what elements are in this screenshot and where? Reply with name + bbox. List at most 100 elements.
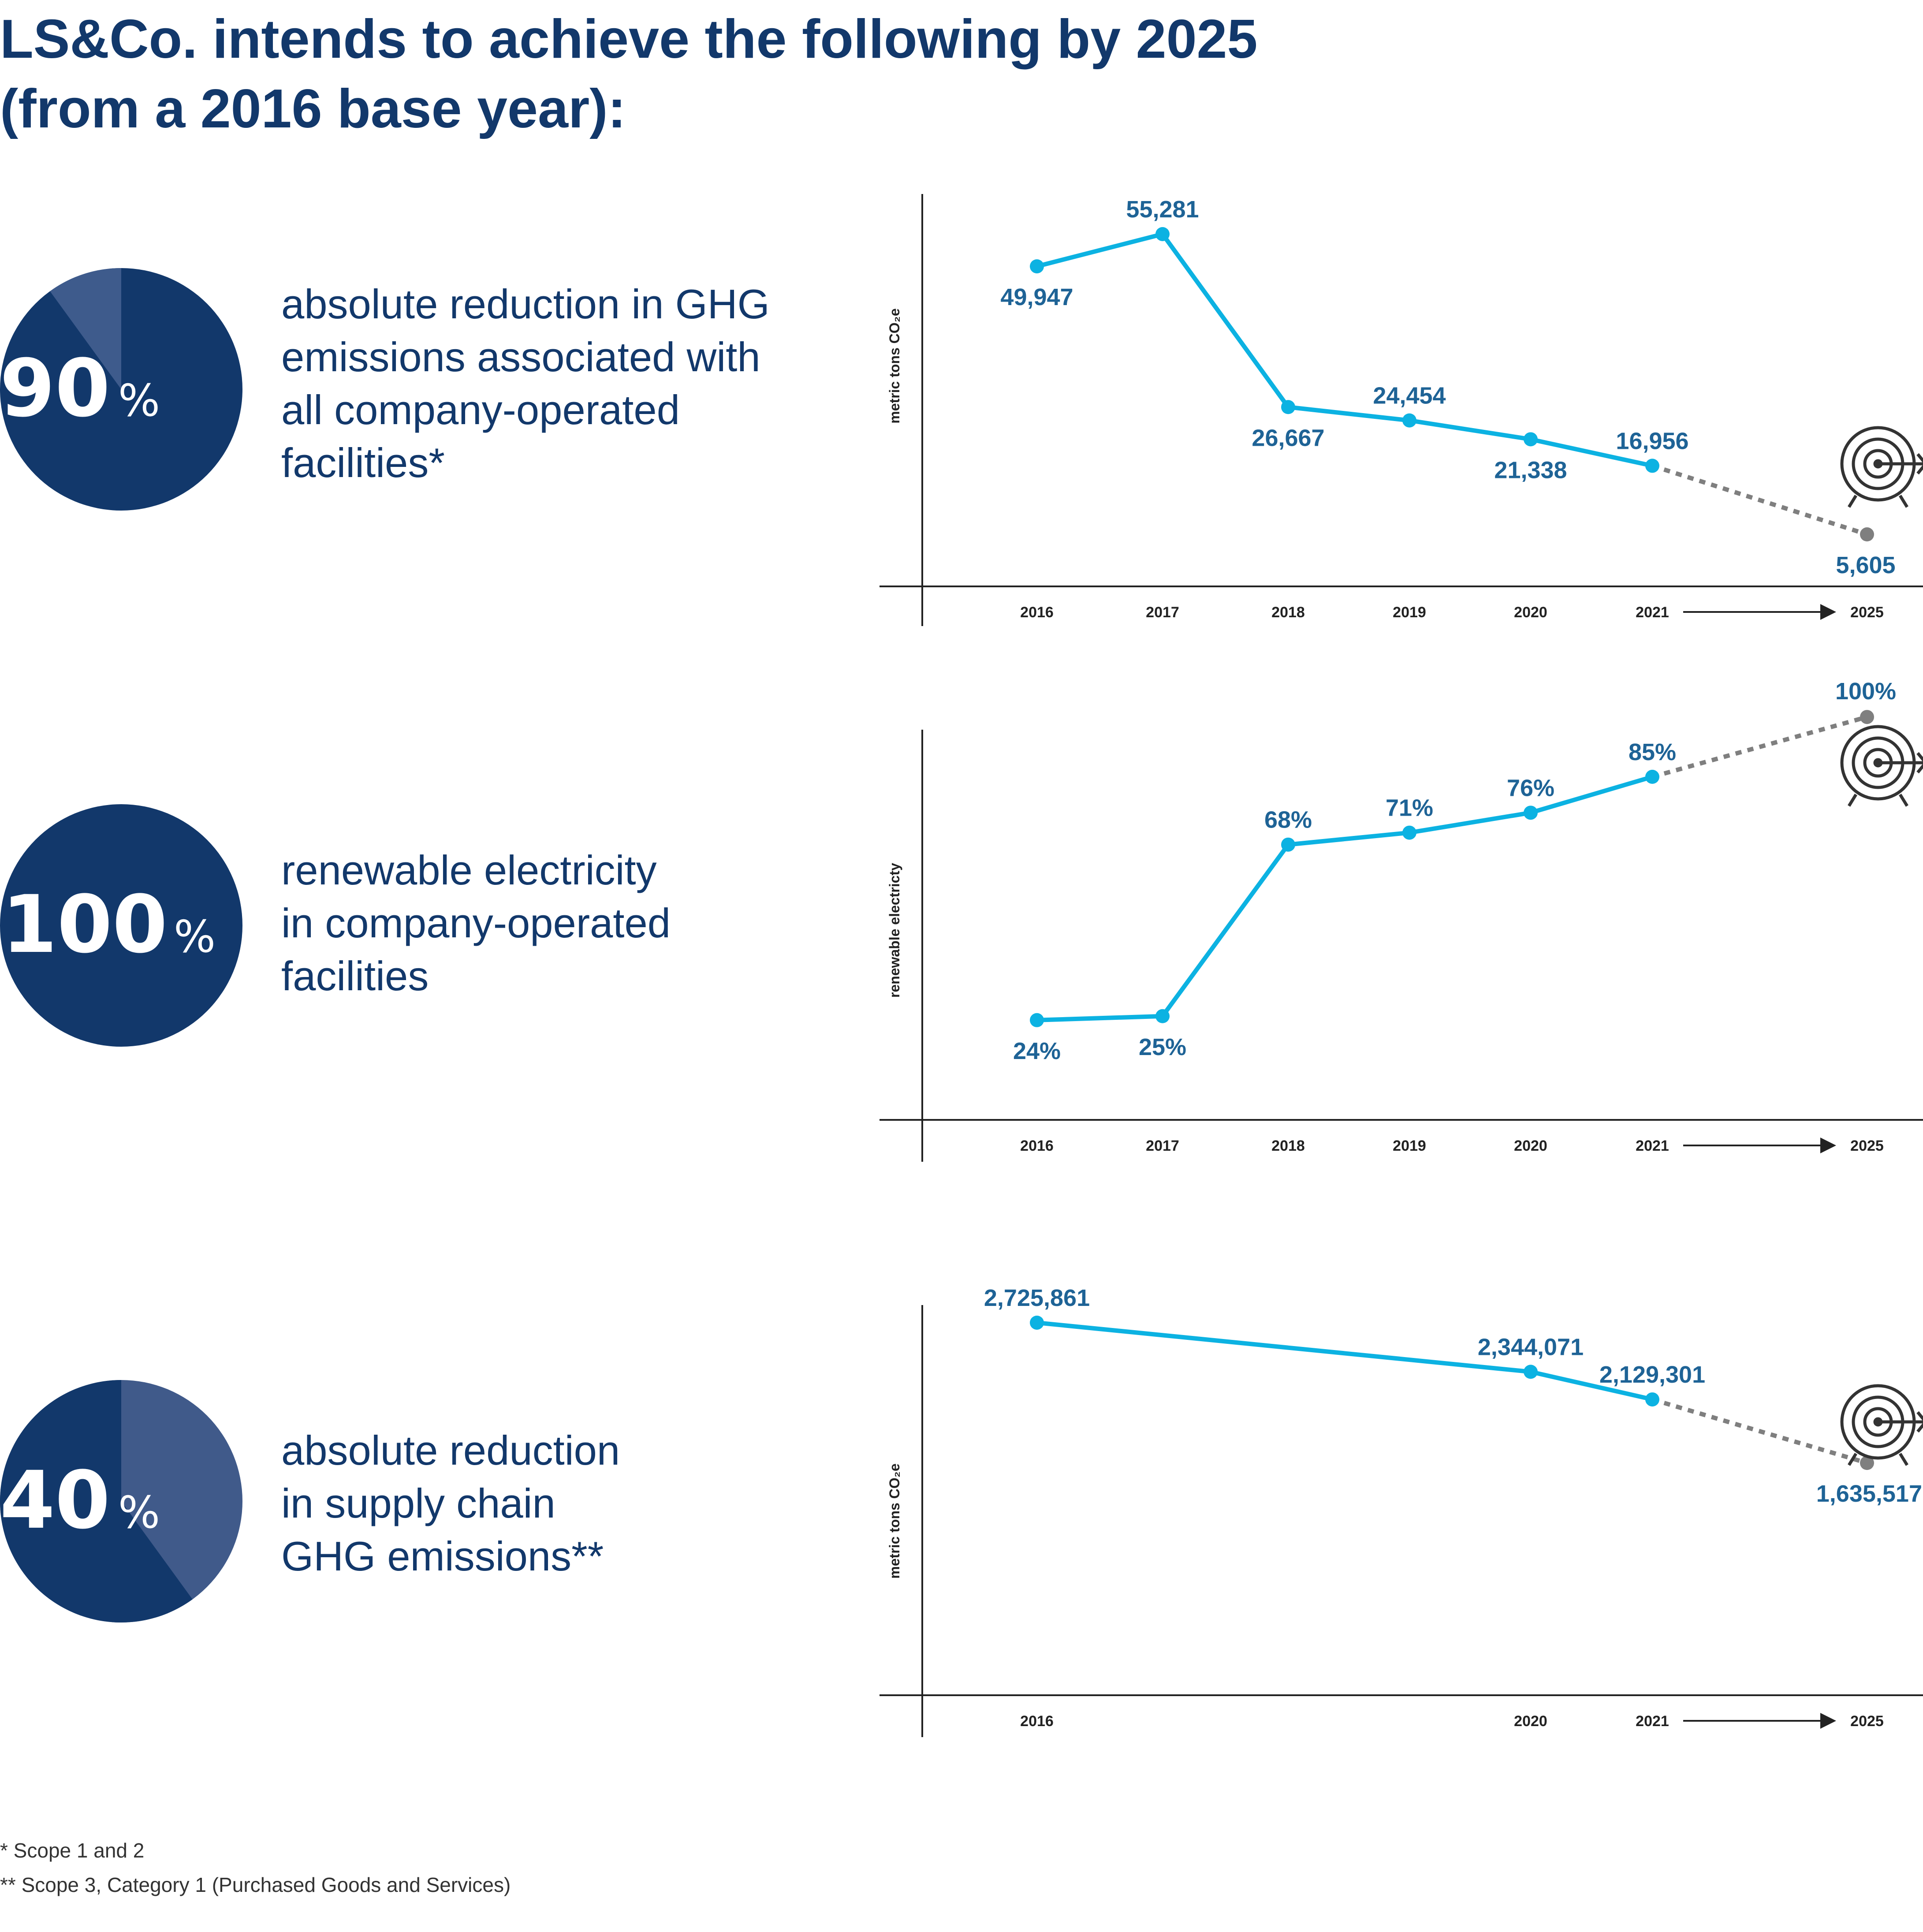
target-point — [1860, 710, 1874, 724]
data-point — [1645, 459, 1659, 473]
goal-supply-chain-circle: 40 % — [0, 1380, 242, 1622]
x-tick-label: 2025 — [1850, 1138, 1884, 1154]
data-point — [1524, 432, 1538, 447]
page-title-line-1: LS&Co. intends to achieve the following … — [0, 9, 1258, 70]
x-tick-label: 2018 — [1271, 604, 1305, 621]
x-tick-label: 2019 — [1393, 1138, 1426, 1154]
goal-renewable-desc-line: facilities — [281, 953, 429, 999]
projection-line — [1651, 715, 1868, 779]
x-tick-label: 2025 — [1850, 604, 1884, 621]
goal-ghg-unit: % — [118, 375, 160, 426]
goal-supply-chain-unit: % — [118, 1487, 160, 1538]
goal-ghg-desc-line: emissions associated with — [281, 334, 760, 380]
goal-renewable-desc-line: in company-operated — [281, 900, 671, 946]
x-tick-label: 2019 — [1393, 604, 1426, 621]
target-label: 5,605 — [1836, 552, 1895, 578]
x-tick-label: 2016 — [1020, 1713, 1054, 1730]
data-point — [1524, 806, 1538, 820]
data-label: 49,947 — [1000, 284, 1073, 310]
x-tick-label: 2018 — [1271, 1138, 1305, 1154]
x-tick-label: 2016 — [1020, 604, 1054, 621]
series-line — [1036, 231, 1653, 468]
data-label: 21,338 — [1494, 457, 1567, 483]
data-label: 71% — [1386, 795, 1433, 821]
data-point — [1030, 1013, 1044, 1027]
goal-ghg-description: absolute reduction in GHG emissions asso… — [281, 278, 770, 489]
y-axis-label: metric tons CO₂e — [887, 1463, 902, 1578]
data-point — [1402, 825, 1416, 840]
data-point — [1281, 400, 1295, 414]
page-title-line-2: (from a 2016 base year): — [0, 78, 626, 139]
data-point — [1645, 1392, 1659, 1407]
footnote-scope-1-2: * Scope 1 and 2 — [0, 1839, 145, 1862]
footnotes: * Scope 1 and 2 ** Scope 3, Category 1 (… — [0, 1833, 511, 1902]
goal-supply-chain-wedge — [0, 1380, 193, 1622]
target-icon — [1840, 725, 1923, 807]
chart-company-ghg: metric tons CO₂e 2016 2017 2018 2019 2020 2021… — [880, 194, 1923, 626]
x-tick-label: 2017 — [1146, 604, 1179, 621]
goal-supply-chain-desc-line: GHG emissions** — [281, 1533, 604, 1579]
goal-supply-chain-desc-line: absolute reduction — [281, 1427, 620, 1473]
goal-ghg-circle: 90 % — [0, 268, 242, 511]
goal-ghg-wedge — [50, 268, 121, 389]
x-tick-label: 2016 — [1020, 1138, 1054, 1154]
data-point — [1030, 1315, 1044, 1330]
y-axis-label: renewable electricty — [887, 863, 902, 998]
chart-renewable-electricity: renewable electricty 2016 2017 2018 2019 2020… — [880, 678, 1923, 1162]
data-label: 16,956 — [1616, 428, 1688, 454]
data-point — [1155, 227, 1170, 241]
target-icon — [1840, 426, 1923, 508]
data-point — [1030, 259, 1044, 274]
x-tick-label: 2021 — [1636, 1138, 1669, 1154]
goal-ghg-value: 90 — [0, 343, 110, 435]
x-tick-label: 2021 — [1636, 604, 1669, 621]
goal-supply-chain-desc-line: in supply chain — [281, 1480, 555, 1526]
projection-line — [1651, 463, 1868, 537]
goal-renewable-circle-base — [0, 804, 242, 1047]
data-label: 24,454 — [1373, 383, 1446, 409]
target-point — [1860, 1456, 1874, 1470]
data-label: 85% — [1629, 739, 1676, 765]
timeline-arrow-head — [1820, 1138, 1836, 1153]
data-label: 2,129,301 — [1599, 1361, 1705, 1388]
x-tick-label: 2025 — [1850, 1713, 1884, 1730]
timeline-arrow-head — [1820, 1713, 1836, 1729]
x-tick-label: 2020 — [1514, 1713, 1547, 1730]
chart-supply-chain-ghg: metric tons CO₂e 2016 2020 2021 2025 2,725,86… — [880, 1285, 1923, 1737]
data-point — [1402, 413, 1416, 428]
x-tick-label: 2020 — [1514, 604, 1547, 621]
target-point — [1860, 527, 1874, 542]
goal-renewable-value: 100 — [2, 879, 168, 971]
goal-supply-chain-value: 40 — [0, 1455, 110, 1547]
goal-ghg-desc-line: facilities* — [281, 440, 445, 486]
target-label: 1,635,517 — [1816, 1481, 1922, 1507]
goal-renewable-desc-line: renewable electricity — [281, 847, 657, 893]
data-label: 55,281 — [1126, 196, 1199, 223]
data-label: 2,344,071 — [1478, 1334, 1584, 1360]
data-label: 24% — [1013, 1038, 1061, 1064]
x-tick-label: 2021 — [1636, 1713, 1669, 1730]
target-label: 100% — [1835, 678, 1896, 705]
goal-renewable-circle: 100 % — [0, 804, 242, 1047]
y-axis-label: metric tons CO₂e — [887, 308, 902, 423]
data-point — [1281, 837, 1295, 852]
goal-ghg-desc-line: all company-operated — [281, 387, 680, 433]
data-point — [1645, 769, 1659, 784]
timeline-arrow-head — [1820, 604, 1836, 620]
page-title: LS&Co. intends to achieve the following … — [0, 4, 1499, 144]
data-label: 2,725,861 — [984, 1285, 1090, 1311]
goal-renewable-description: renewable electricity in company-operate… — [281, 844, 671, 1003]
goal-renewable-unit: % — [174, 911, 216, 962]
goal-ghg-desc-line: absolute reduction in GHG — [281, 281, 770, 327]
x-tick-label: 2020 — [1514, 1138, 1547, 1154]
x-tick-label: 2017 — [1146, 1138, 1179, 1154]
target-icon — [1840, 1384, 1923, 1466]
data-label: 25% — [1139, 1034, 1186, 1060]
series-line — [1036, 775, 1653, 1022]
goal-supply-chain-description: absolute reduction in supply chain GHG e… — [281, 1424, 620, 1583]
footnote-scope-3: ** Scope 3, Category 1 (Purchased Goods … — [0, 1873, 511, 1896]
projection-line — [1651, 1397, 1868, 1465]
data-label: 76% — [1507, 775, 1554, 801]
data-point — [1155, 1009, 1170, 1023]
data-label: 68% — [1264, 807, 1312, 833]
